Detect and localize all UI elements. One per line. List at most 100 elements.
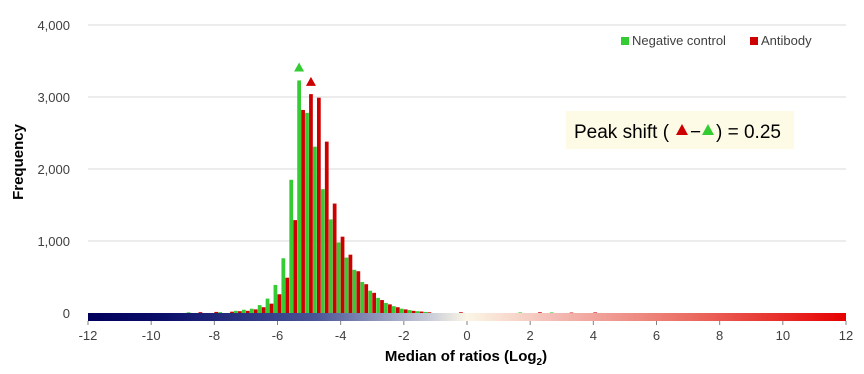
- x-tick-label: 6: [653, 328, 660, 343]
- bar-antibody: [269, 303, 274, 313]
- bar-antibody: [245, 310, 250, 313]
- bar-antibody: [538, 312, 542, 313]
- peak-marker-antibody: [305, 76, 316, 86]
- bar-antibody: [293, 220, 298, 313]
- bar-antibody: [569, 312, 574, 314]
- bar-antibody: [253, 309, 258, 313]
- bar-negative-control: [234, 310, 238, 313]
- bar-antibody: [419, 311, 424, 313]
- bar-negative-control: [423, 311, 428, 313]
- annotation-red-triangle-icon: [676, 124, 688, 135]
- bar-negative-control: [399, 308, 404, 313]
- bar-antibody: [301, 109, 305, 314]
- bar-negative-control: [305, 112, 309, 313]
- peak-markers: [294, 62, 316, 86]
- bar-antibody: [316, 97, 321, 313]
- bars: [186, 80, 598, 314]
- bar-antibody: [388, 304, 392, 313]
- bar-negative-control: [518, 312, 523, 313]
- bar-antibody: [459, 312, 463, 313]
- bar-negative-control: [336, 242, 341, 313]
- x-tick-label: -10: [142, 328, 161, 343]
- x-tick-label: 2: [527, 328, 534, 343]
- bar-antibody: [340, 236, 345, 313]
- annotation-suffix: ) = 0.25: [716, 122, 781, 143]
- x-tick-label: 8: [716, 328, 723, 343]
- bar-negative-control: [320, 189, 325, 313]
- bar-negative-control: [186, 312, 191, 313]
- bar-negative-control: [368, 290, 373, 313]
- bar-negative-control: [281, 258, 286, 313]
- grid-lines: [88, 24, 846, 242]
- bar-antibody: [364, 284, 369, 313]
- annotation-dash: −: [690, 122, 701, 143]
- bar-antibody: [380, 300, 384, 313]
- bar-antibody: [411, 310, 416, 313]
- bar-negative-control: [360, 282, 365, 313]
- peak-marker-negative-control: [294, 62, 305, 72]
- bar-antibody: [395, 307, 400, 313]
- bar-negative-control: [376, 297, 380, 313]
- x-tick-label: 10: [776, 328, 790, 343]
- y-tick-label: 4,000: [37, 18, 70, 33]
- bar-negative-control: [407, 310, 412, 313]
- bar-negative-control: [352, 269, 357, 313]
- bar-antibody: [230, 311, 234, 313]
- log-ratio-color-scale: [88, 313, 846, 321]
- x-tick-label: -6: [272, 328, 284, 343]
- bar-antibody: [198, 312, 203, 313]
- peak-shift-annotation: Peak shift ( − ) = 0.25: [566, 111, 794, 149]
- bar-antibody: [593, 312, 598, 313]
- bar-antibody: [238, 311, 242, 313]
- bar-negative-control: [249, 308, 254, 313]
- y-axis-title: Frequency: [10, 123, 27, 200]
- x-tick-label: -2: [398, 328, 410, 343]
- y-axis-ticks: 0 1,000 2,000 3,000 4,000: [37, 18, 70, 321]
- bar-negative-control: [297, 80, 301, 313]
- bar-negative-control: [265, 298, 270, 313]
- legend-label-antibody: Antibody: [761, 33, 812, 48]
- x-tick-label: 4: [590, 328, 597, 343]
- bar-antibody: [309, 94, 313, 314]
- annotation-prefix: Peak shift (: [574, 122, 670, 143]
- y-tick-label: 2,000: [37, 162, 70, 177]
- bar-antibody: [427, 312, 432, 313]
- bar-antibody: [277, 294, 282, 313]
- bar-negative-control: [384, 302, 388, 313]
- bar-negative-control: [273, 284, 278, 313]
- legend-swatch-antibody: [750, 37, 758, 45]
- bar-negative-control: [289, 179, 294, 313]
- bar-antibody: [403, 309, 408, 313]
- x-tick-label: 0: [463, 328, 470, 343]
- x-tick-label: -12: [79, 328, 98, 343]
- bar-negative-control: [328, 219, 333, 313]
- bar-negative-control: [391, 306, 396, 313]
- bar-antibody: [372, 292, 376, 313]
- y-tick-label: 3,000: [37, 90, 70, 105]
- bar-negative-control: [415, 311, 420, 313]
- bar-negative-control: [218, 312, 223, 313]
- y-tick-label: 0: [63, 306, 70, 321]
- x-tick-label: 12: [839, 328, 853, 343]
- bar-negative-control: [344, 257, 349, 313]
- x-axis-gradient-band: [88, 313, 846, 321]
- bar-negative-control: [313, 146, 317, 313]
- bar-antibody: [214, 311, 219, 313]
- x-tick-label: -8: [209, 328, 221, 343]
- bar-antibody: [285, 277, 290, 313]
- bar-antibody: [348, 254, 353, 313]
- legend-label-negative-control: Negative control: [632, 33, 726, 48]
- x-axis-ticks: -12 -10 -8 -6 -4 -2 0 2 4 6 8 10 12: [79, 321, 853, 343]
- x-tick-label: -4: [335, 328, 347, 343]
- bar-negative-control: [257, 305, 262, 313]
- bar-antibody: [332, 203, 337, 313]
- annotation-green-triangle-icon: [702, 124, 714, 135]
- bar-antibody: [261, 307, 266, 313]
- bar-negative-control: [241, 309, 246, 313]
- bar-antibody: [356, 271, 361, 313]
- legend: Negative control Antibody: [621, 33, 812, 48]
- legend-swatch-negative-control: [621, 37, 629, 45]
- y-tick-label: 1,000: [37, 234, 70, 249]
